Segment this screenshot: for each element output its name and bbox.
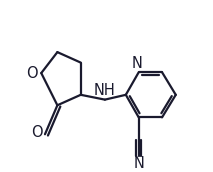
Text: O: O [27, 66, 38, 80]
Text: NH: NH [94, 83, 116, 98]
Text: N: N [133, 156, 144, 171]
Text: N: N [132, 56, 142, 71]
Text: O: O [31, 125, 43, 140]
